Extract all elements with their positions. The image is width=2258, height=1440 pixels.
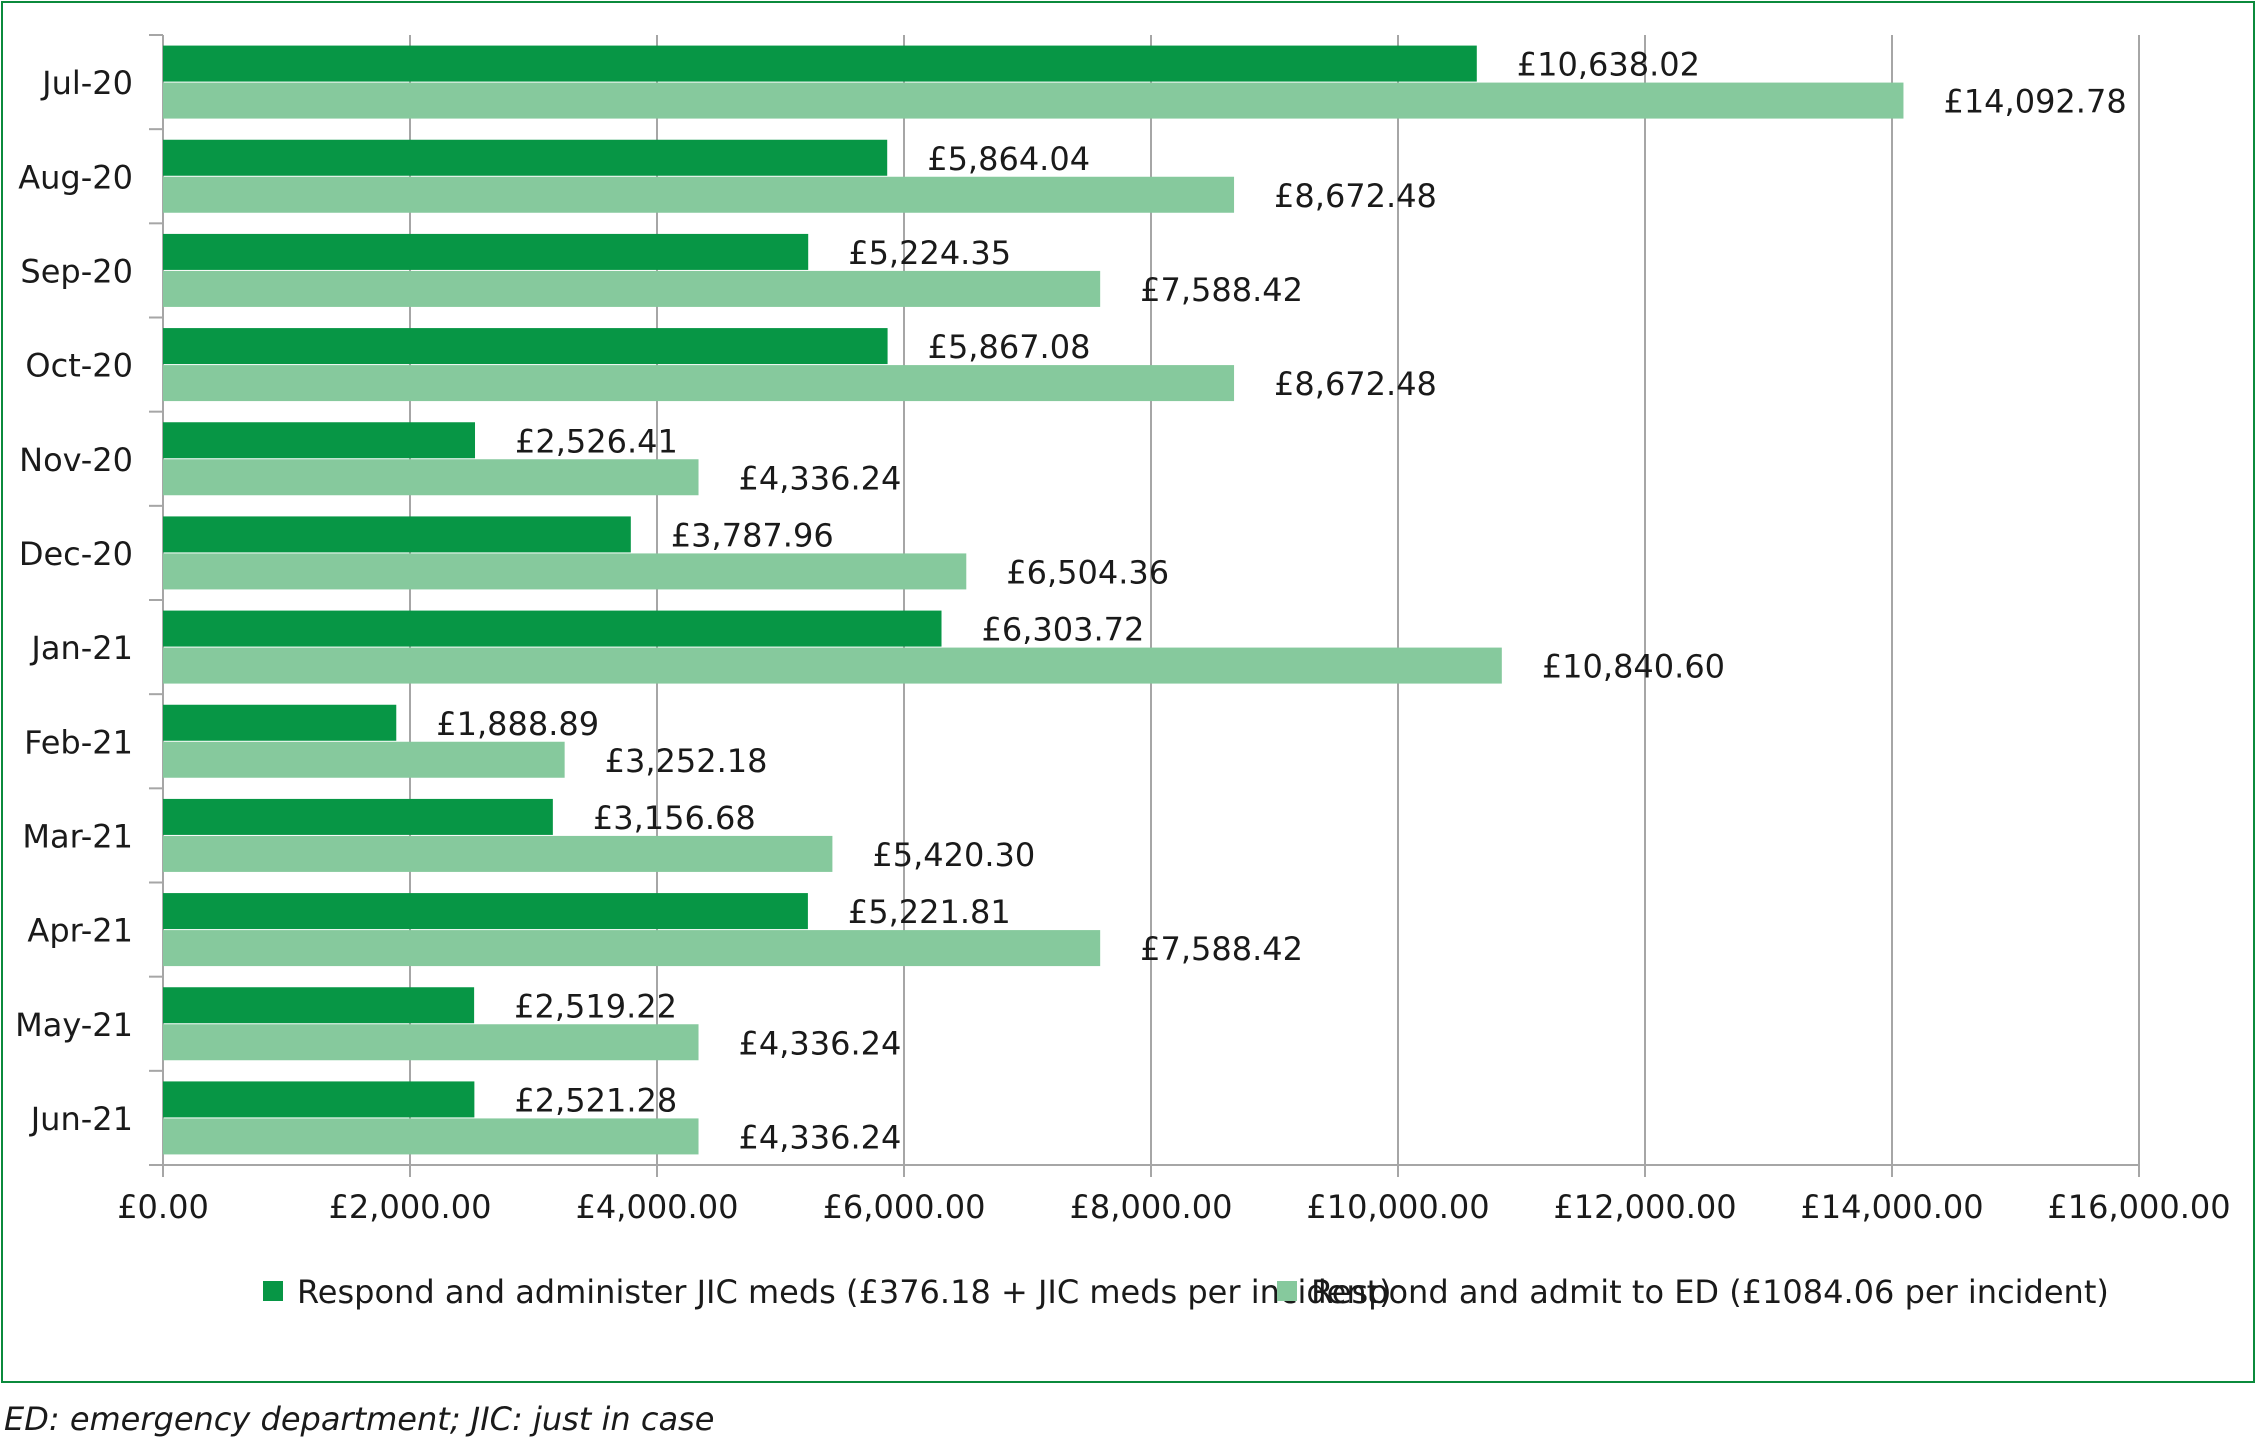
legend-swatch — [263, 1281, 283, 1301]
x-tick-label: £6,000.00 — [823, 1188, 986, 1226]
category-label: May-21 — [15, 1006, 133, 1044]
legend-label: Respond and admit to ED (£1084.06 per in… — [1311, 1273, 2109, 1311]
bar-jic-meds — [163, 893, 808, 930]
legend-label: Respond and administer JIC meds (£376.18… — [297, 1273, 1392, 1311]
data-label: £14,092.78 — [1943, 83, 2126, 121]
legend-swatch — [1277, 1281, 1297, 1301]
data-label: £8,672.48 — [1274, 365, 1437, 403]
bar-admit-ed — [163, 459, 699, 496]
category-label: Dec-20 — [19, 535, 133, 573]
bar-admit-ed — [163, 647, 1502, 684]
data-label: £3,787.96 — [671, 516, 834, 554]
data-label: £7,588.42 — [1140, 271, 1303, 309]
category-label: Oct-20 — [25, 347, 133, 385]
bar-jic-meds — [163, 610, 942, 647]
data-label: £7,588.42 — [1140, 930, 1303, 968]
footnote: ED: emergency department; JIC: just in c… — [4, 1400, 715, 1438]
bar-admit-ed — [163, 176, 1235, 213]
category-label: Jan-21 — [29, 629, 133, 667]
x-tick-label: £14,000.00 — [1800, 1188, 1983, 1226]
data-label: £6,504.36 — [1006, 553, 1169, 591]
data-label: £4,336.24 — [739, 459, 902, 497]
bar-chart: Jul-20 £10,638.02 £14,092.78 Aug-20 £5,864.0… — [15, 34, 2231, 1311]
data-label: £4,336.24 — [739, 1024, 902, 1062]
bar-jic-meds — [163, 1081, 475, 1118]
data-label: £5,420.30 — [872, 836, 1035, 874]
data-label: £5,224.35 — [848, 234, 1011, 272]
bar-jic-meds — [163, 233, 809, 270]
data-label: £6,303.72 — [982, 611, 1145, 649]
category-label: Nov-20 — [19, 441, 133, 479]
x-tick-label: £2,000.00 — [329, 1188, 492, 1226]
data-label: £4,336.24 — [739, 1118, 902, 1156]
bar-admit-ed — [163, 1024, 699, 1061]
bar-admit-ed — [163, 82, 1904, 119]
category-label: Feb-21 — [24, 723, 133, 761]
bar-admit-ed — [163, 553, 967, 590]
data-label: £2,521.28 — [514, 1081, 677, 1119]
bar-jic-meds — [163, 516, 631, 553]
data-label: £10,840.60 — [1542, 648, 1725, 686]
data-label: £5,867.08 — [928, 328, 1091, 366]
data-label: £2,526.41 — [515, 422, 678, 460]
category-label: Aug-20 — [18, 158, 133, 196]
x-tick-label: £8,000.00 — [1070, 1188, 1233, 1226]
x-tick-label: £0.00 — [117, 1188, 209, 1226]
x-tick-label: £16,000.00 — [2047, 1188, 2230, 1226]
bar-jic-meds — [163, 422, 476, 459]
bar-jic-meds — [163, 798, 553, 835]
bar-jic-meds — [163, 328, 888, 365]
bar-jic-meds — [163, 704, 397, 741]
bar-admit-ed — [163, 835, 833, 872]
chart-frame: Jul-20 £10,638.02 £14,092.78 Aug-20 £5,864.0… — [1, 1, 2255, 1383]
bar-admit-ed — [163, 270, 1101, 307]
data-label: £10,638.02 — [1517, 46, 1700, 84]
category-label: Jul-20 — [40, 64, 133, 102]
bar-jic-meds — [163, 45, 1477, 82]
bar-admit-ed — [163, 365, 1235, 402]
bar-jic-meds — [163, 987, 475, 1024]
category-label: Mar-21 — [22, 817, 133, 855]
x-tick-label: £4,000.00 — [576, 1188, 739, 1226]
bar-admit-ed — [163, 741, 565, 778]
data-label: £2,519.22 — [514, 987, 677, 1025]
bar-jic-meds — [163, 139, 888, 176]
x-tick-label: £12,000.00 — [1553, 1188, 1736, 1226]
bar-admit-ed — [163, 930, 1101, 967]
data-label: £8,672.48 — [1274, 177, 1437, 215]
bar-admit-ed — [163, 1118, 699, 1155]
x-tick-label: £10,000.00 — [1306, 1188, 1489, 1226]
data-label: £5,221.81 — [848, 893, 1011, 931]
category-label: Jun-21 — [29, 1100, 133, 1138]
data-label: £3,252.18 — [605, 742, 768, 780]
data-label: £1,888.89 — [436, 705, 599, 743]
data-label: £5,864.04 — [927, 140, 1090, 178]
category-label: Apr-21 — [27, 912, 133, 950]
data-label: £3,156.68 — [593, 799, 756, 837]
category-label: Sep-20 — [20, 252, 133, 290]
